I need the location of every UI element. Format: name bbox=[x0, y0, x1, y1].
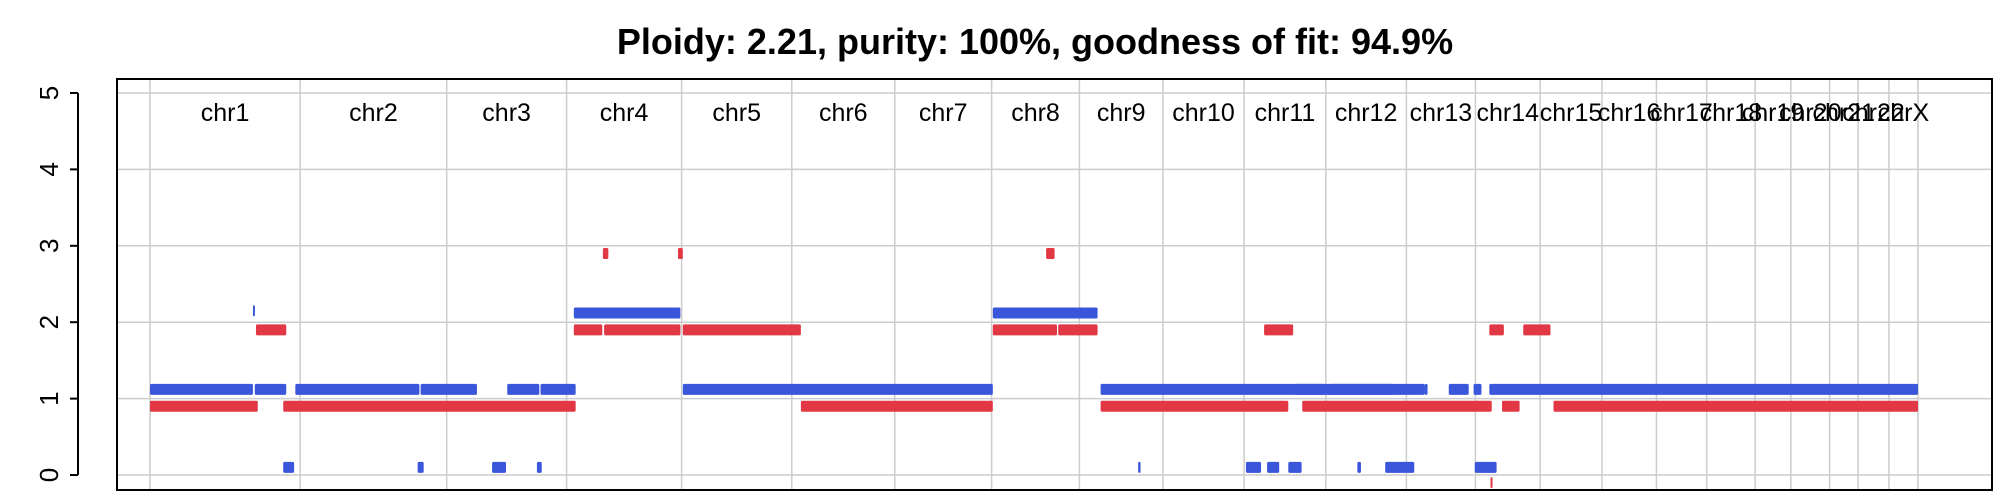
minor-allele-segment bbox=[1553, 400, 1918, 412]
major-allele-segment bbox=[492, 461, 507, 473]
chromosome-label: chr19 bbox=[1742, 99, 1805, 127]
minor-allele-segment bbox=[1490, 477, 1493, 489]
chromosome-label: chr2 bbox=[349, 99, 398, 127]
minor-allele-segment bbox=[1489, 324, 1504, 336]
chromosome-label: chr13 bbox=[1410, 99, 1473, 127]
chromosome-label: chr15 bbox=[1540, 99, 1603, 127]
major-allele-segment bbox=[1288, 461, 1301, 473]
chromosome-label: chr12 bbox=[1335, 99, 1398, 127]
major-allele-segment bbox=[254, 383, 287, 395]
minor-allele-segment bbox=[1100, 400, 1289, 412]
chromosome-labels: chr1 chr2 chr3 chr4 chr5 chr6 chr7 chr8 chr9 chr1… bbox=[201, 99, 1930, 127]
major-allele-segment bbox=[1424, 383, 1428, 395]
chromosome-label: chr14 bbox=[1477, 99, 1540, 127]
y-axis: 0 1 2 3 4 5 bbox=[34, 86, 79, 482]
plot-frame bbox=[116, 78, 1993, 491]
major-allele-segment bbox=[1138, 461, 1141, 473]
chromosome-label: chr20 bbox=[1779, 99, 1842, 127]
major-allele-segment bbox=[1297, 461, 1302, 473]
minor-allele-segment bbox=[283, 400, 576, 412]
minor-allele-segment bbox=[800, 400, 993, 412]
minor-allele-segment bbox=[677, 247, 683, 259]
chromosome-label: chr22 bbox=[1842, 99, 1905, 127]
minor-allele-segment bbox=[1523, 324, 1551, 336]
major-allele-segment bbox=[992, 307, 1098, 319]
y-tick-label: 0 bbox=[34, 468, 64, 482]
chromosome-label: chr16 bbox=[1598, 99, 1661, 127]
y-tick-label: 1 bbox=[34, 391, 64, 405]
minor-allele-segment bbox=[1046, 247, 1055, 259]
minor-allele-segment bbox=[1302, 400, 1492, 412]
major-allele-segment bbox=[252, 305, 255, 317]
major-allele-segment bbox=[1448, 383, 1469, 395]
chromosome-label: chr21 bbox=[1813, 99, 1876, 127]
chromosome-label: chr4 bbox=[600, 99, 649, 127]
chromosome-label: chr5 bbox=[712, 99, 761, 127]
minor-allele-segment bbox=[992, 324, 1058, 336]
major-allele-segment bbox=[417, 461, 424, 473]
minor-allele-segment bbox=[682, 324, 801, 336]
major-allele-segment bbox=[1474, 461, 1497, 473]
grid-lines bbox=[117, 79, 1992, 490]
chromosome-label: chr11 bbox=[1255, 99, 1316, 127]
chromosome-label: chr18 bbox=[1700, 99, 1763, 127]
y-tick-label: 5 bbox=[34, 86, 64, 100]
major-allele-segment bbox=[295, 383, 420, 395]
minor-allele-segment bbox=[1502, 400, 1520, 412]
major-allele-segment bbox=[1385, 461, 1415, 473]
y-tick-label: 4 bbox=[34, 162, 64, 176]
chromosome-label: chr6 bbox=[819, 99, 868, 127]
chromosome-label: chr8 bbox=[1011, 99, 1060, 127]
chart-title: Ploidy: 2.21, purity: 100%, goodness of … bbox=[617, 21, 1453, 62]
major-allele-segment bbox=[1357, 461, 1361, 473]
chromosome-label: chr3 bbox=[482, 99, 531, 127]
major-allele-segment bbox=[540, 383, 576, 395]
chromosome-label: chr10 bbox=[1172, 99, 1235, 127]
minor-allele-segment bbox=[573, 324, 603, 336]
major-allele-segment bbox=[1245, 461, 1262, 473]
minor-allele-segment bbox=[1058, 324, 1098, 336]
minor-allele-segment bbox=[150, 400, 258, 412]
major-allele-segment bbox=[150, 383, 253, 395]
minor-allele-segment bbox=[602, 247, 609, 259]
major-allele-segment bbox=[1328, 383, 1425, 395]
minor-allele-segment bbox=[255, 324, 287, 336]
major-allele-segment bbox=[573, 307, 681, 319]
y-tick-label: 2 bbox=[34, 315, 64, 329]
major-allele-segment bbox=[1473, 383, 1482, 395]
minor-allele-segment bbox=[604, 324, 681, 336]
segments bbox=[150, 247, 1918, 489]
major-allele-segment bbox=[536, 461, 542, 473]
chromosome-label: chrX bbox=[1878, 99, 1930, 127]
major-allele-segment bbox=[1294, 383, 1324, 395]
chromosome-label: chr9 bbox=[1097, 99, 1146, 127]
major-allele-segment bbox=[1267, 461, 1280, 473]
chromosome-label: chr17 bbox=[1650, 99, 1713, 127]
chromosome-label: chr7 bbox=[919, 99, 968, 127]
chromosome-label: chr1 bbox=[201, 99, 250, 127]
major-allele-segment bbox=[682, 383, 993, 395]
major-allele-segment bbox=[283, 461, 295, 473]
y-tick-label: 3 bbox=[34, 239, 64, 253]
minor-allele-segment bbox=[1264, 324, 1294, 336]
major-allele-segment bbox=[420, 383, 477, 395]
major-allele-segment bbox=[1489, 383, 1918, 395]
major-allele-segment bbox=[507, 383, 540, 395]
